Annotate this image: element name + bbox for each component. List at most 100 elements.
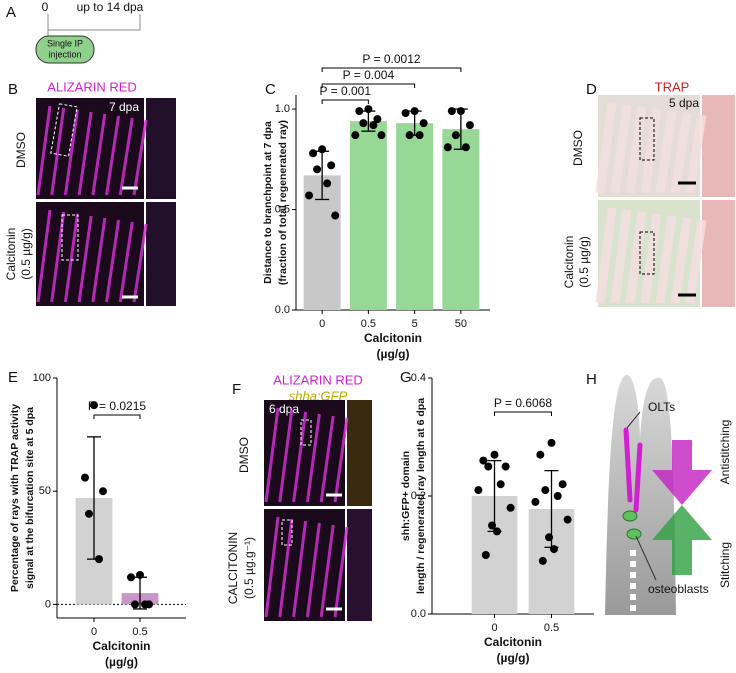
- region-box: [639, 231, 655, 275]
- data-point: [377, 131, 386, 140]
- significance-label: P = 0.001: [320, 84, 372, 98]
- panel-letter: H: [586, 371, 597, 388]
- y-tick-label: 0.2: [411, 490, 426, 502]
- box-text: injection: [48, 49, 81, 59]
- data-point: [309, 149, 318, 158]
- row-label: (0.5 µg.g⁻¹): [242, 537, 256, 599]
- data-point: [415, 131, 424, 140]
- data-point: [351, 131, 360, 140]
- y-axis-label: Percentage of rays with TRAP activity: [9, 404, 21, 592]
- data-point: [531, 497, 540, 506]
- row-label: CALCITONIN: [226, 532, 240, 604]
- data-point: [127, 573, 135, 582]
- significance-label: P = 0.6068: [494, 396, 552, 410]
- data-point: [313, 165, 322, 174]
- ray: [36, 209, 52, 303]
- inset: [146, 98, 176, 199]
- data-point: [484, 462, 493, 471]
- data-point: [419, 119, 428, 128]
- data-point: [95, 555, 103, 564]
- ray: [625, 106, 647, 194]
- ray: [36, 105, 52, 196]
- fin-schematic: [605, 374, 676, 615]
- panel-letter: B: [8, 81, 18, 98]
- panel-letter: D: [586, 81, 597, 98]
- data-point: [327, 161, 336, 170]
- region-box: [639, 117, 655, 161]
- data-point: [536, 450, 545, 459]
- data-point: [488, 521, 497, 530]
- ray: [132, 223, 148, 303]
- panel-letter: G: [400, 369, 412, 386]
- ray: [105, 115, 121, 196]
- inset: [347, 509, 372, 621]
- timeline-end: up to 14 dpa: [77, 0, 144, 14]
- ray: [91, 217, 107, 303]
- ray: [132, 119, 148, 196]
- ray: [77, 215, 93, 303]
- chart-e: E Percentage of rays with TRAP activity si…: [8, 369, 186, 669]
- data-point: [461, 143, 470, 152]
- cell-label: OLTs: [648, 400, 675, 414]
- ray: [625, 211, 647, 304]
- time-label: 7 dpa: [109, 100, 139, 114]
- y-tick-label: 100: [33, 372, 51, 384]
- data-point: [355, 107, 364, 116]
- box-text: Single IP: [47, 38, 83, 48]
- ray: [50, 107, 66, 196]
- significance-bracket: [321, 99, 369, 104]
- timeline: [47, 14, 141, 36]
- row-label: DMSO: [237, 437, 251, 473]
- y-axis-label: signal at the bifurcation site at 5 dpa: [24, 407, 36, 589]
- data-point: [90, 401, 98, 410]
- data-point: [405, 131, 414, 140]
- ray: [63, 213, 79, 303]
- row-label: Calcitonin: [562, 236, 576, 289]
- significance-label: P = 0.004: [343, 68, 395, 82]
- arrow-stitching: [652, 505, 712, 575]
- ray: [305, 413, 321, 503]
- x-axis-label: (µg/g): [497, 651, 530, 665]
- y-tick-label: 1.0: [275, 103, 290, 115]
- region-box: [300, 419, 312, 446]
- x-tick-label: 0: [491, 622, 497, 634]
- y-axis-label: shh:GFP+ domain: [400, 451, 412, 541]
- ray: [77, 111, 93, 196]
- olt: [633, 442, 643, 513]
- ray: [685, 219, 707, 304]
- data-point: [331, 211, 340, 220]
- panel-letter: E: [8, 369, 18, 386]
- data-point: [410, 107, 419, 116]
- ray: [118, 117, 134, 196]
- x-tick-label: 0: [319, 318, 325, 330]
- x-axis-label: Calcitonin: [92, 639, 150, 653]
- data-point: [373, 115, 382, 124]
- ray: [292, 411, 308, 503]
- y-tick-label: 0: [45, 598, 51, 610]
- osteoblast: [622, 510, 638, 522]
- inset: [702, 95, 735, 197]
- row-label: (0.5 µg/g): [577, 236, 591, 288]
- panel-h: H OLTs osteoblasts Antistitching Stitchi…: [586, 371, 732, 615]
- x-axis-label: Calcitonin: [484, 635, 542, 649]
- data-point: [479, 456, 488, 465]
- significance-label: P = 0.0012: [362, 52, 420, 66]
- ray: [595, 102, 617, 194]
- panel-a: A 0 up to 14 dpa Single IP injection: [6, 0, 144, 64]
- osteoblast: [626, 528, 642, 540]
- significance-bracket: [93, 414, 141, 419]
- ray: [292, 520, 308, 618]
- y-axis-label: Distance to branchpoint at 7 dpa: [262, 121, 274, 284]
- stain-label: ALIZARIN RED: [47, 79, 137, 94]
- y-tick-label: 0.0: [411, 608, 426, 620]
- data-point: [563, 515, 572, 524]
- time-label: 6 dpa: [269, 402, 299, 416]
- data-point: [359, 119, 368, 128]
- stain-label: TRAP: [655, 79, 690, 94]
- timeline-start: 0: [42, 0, 49, 14]
- ray: [319, 524, 335, 618]
- ray: [278, 409, 294, 503]
- arrow-label: Stitching: [718, 542, 732, 588]
- data-point: [443, 143, 452, 152]
- arrow-antistitching: [652, 440, 712, 505]
